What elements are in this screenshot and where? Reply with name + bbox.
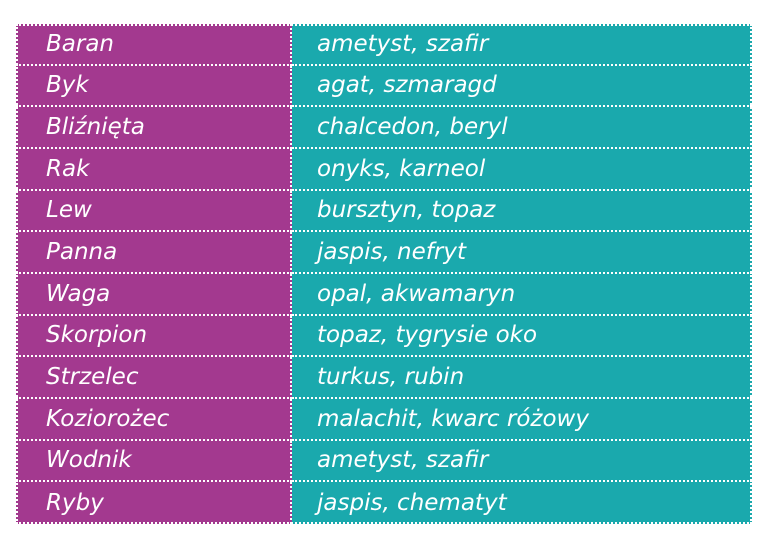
stones-cell: malachit, kwarc różowy xyxy=(292,399,752,441)
stones-cell: ametyst, szafir xyxy=(292,24,752,66)
stones-cell: topaz, tygrysie oko xyxy=(292,315,752,358)
stones-cell: agat, szmaragd xyxy=(292,65,752,108)
stones-cell: bursztyn, topaz xyxy=(292,190,752,233)
sign-cell: Byk xyxy=(16,65,292,108)
stones-cell: onyks, karneol xyxy=(292,149,752,191)
sign-cell: Ryby xyxy=(16,482,292,524)
sign-cell: Lew xyxy=(16,190,292,233)
sign-cell: Koziorożec xyxy=(16,399,292,441)
stones-cell: ametyst, szafir xyxy=(292,440,752,483)
sign-cell: Waga xyxy=(16,274,292,316)
stones-cell: chalcedon, beryl xyxy=(292,107,752,149)
sign-cell: Baran xyxy=(16,24,292,66)
stones-cell: jaspis, nefryt xyxy=(292,232,752,274)
sign-cell: Rak xyxy=(16,149,292,191)
sign-cell: Skorpion xyxy=(16,315,292,358)
sign-cell: Wodnik xyxy=(16,440,292,483)
zodiac-table: Baran ametyst, szafir Byk agat, szmaragd Bli… xyxy=(16,24,752,524)
stones-cell: turkus, rubin xyxy=(292,357,752,399)
sign-cell: Panna xyxy=(16,232,292,274)
stones-cell: opal, akwamaryn xyxy=(292,274,752,316)
stones-cell: jaspis, chematyt xyxy=(292,482,752,524)
sign-cell: Bliźnięta xyxy=(16,107,292,149)
sign-cell: Strzelec xyxy=(16,357,292,399)
